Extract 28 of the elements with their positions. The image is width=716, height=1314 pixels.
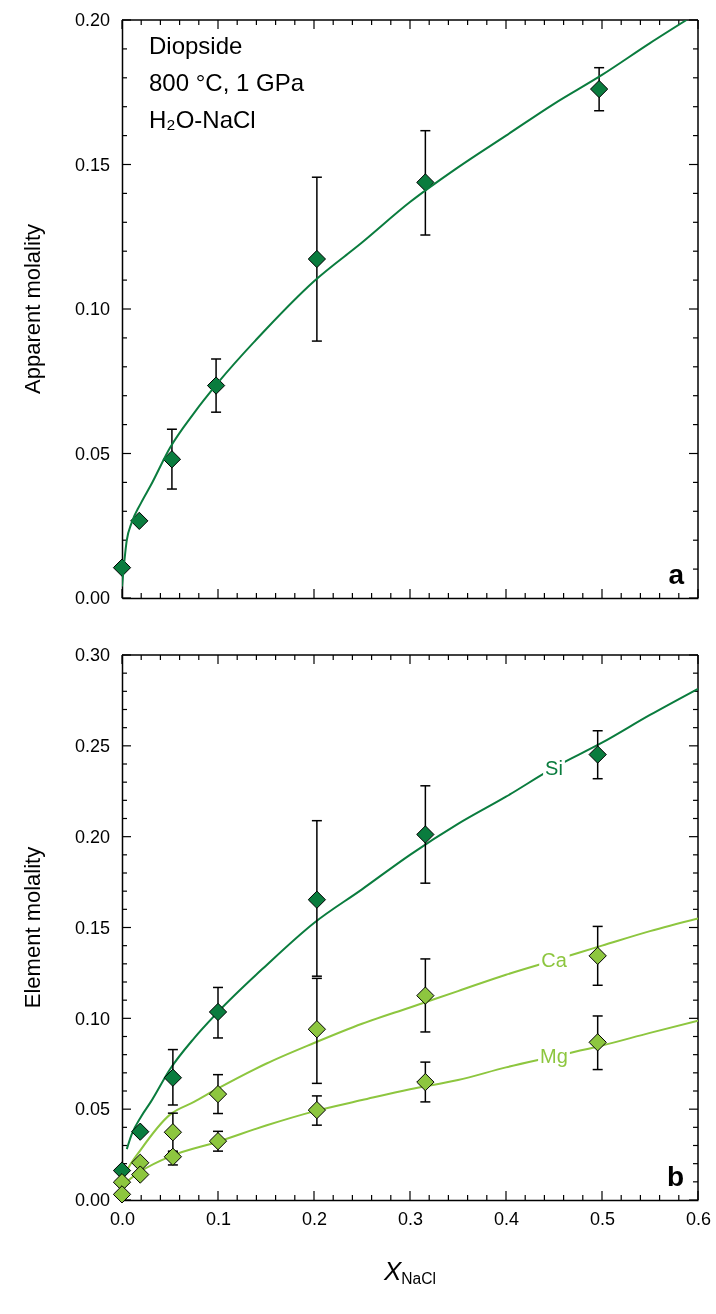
y-tick-label: 0.15 (74, 154, 110, 175)
y-axis-title: Element molality (20, 846, 45, 1009)
x-tick-label: 0.4 (493, 1208, 520, 1229)
annotation: Diopside (149, 32, 243, 59)
y-tick-label: 0.30 (74, 645, 110, 666)
y-tick-label: 0.05 (74, 1099, 110, 1120)
y-tick-label: 0.10 (74, 299, 110, 320)
y-tick-label: 0.25 (74, 736, 110, 757)
x-tick-label: 0.2 (301, 1208, 328, 1229)
y-tick-label: 0.00 (74, 1190, 110, 1211)
y-tick-label: 0.05 (74, 443, 110, 464)
y-tick-label: 0.20 (74, 826, 110, 847)
y-tick-label: 0.15 (74, 917, 110, 938)
x-tick-label: 0.6 (685, 1208, 712, 1229)
x-tick-label: 0.0 (109, 1208, 136, 1229)
x-axis-title: X$_{NaCl}$ (382, 1256, 437, 1287)
annotation: a (668, 559, 685, 590)
y-axis-title: Apparent molality (20, 224, 45, 394)
y-tick-label: 0.00 (74, 588, 110, 609)
series-label: Si (545, 756, 563, 779)
y-tick-label: 0.10 (74, 1008, 110, 1029)
x-tick-label: 0.1 (205, 1208, 232, 1229)
annotation: b (666, 1161, 684, 1192)
x-tick-label: 0.3 (397, 1208, 424, 1229)
annotation: H₂O-NaCl (149, 106, 256, 133)
annotation: 800 °C, 1 GPa (149, 69, 305, 96)
x-tick-label: 0.5 (589, 1208, 616, 1229)
y-tick-label: 0.20 (74, 10, 110, 31)
